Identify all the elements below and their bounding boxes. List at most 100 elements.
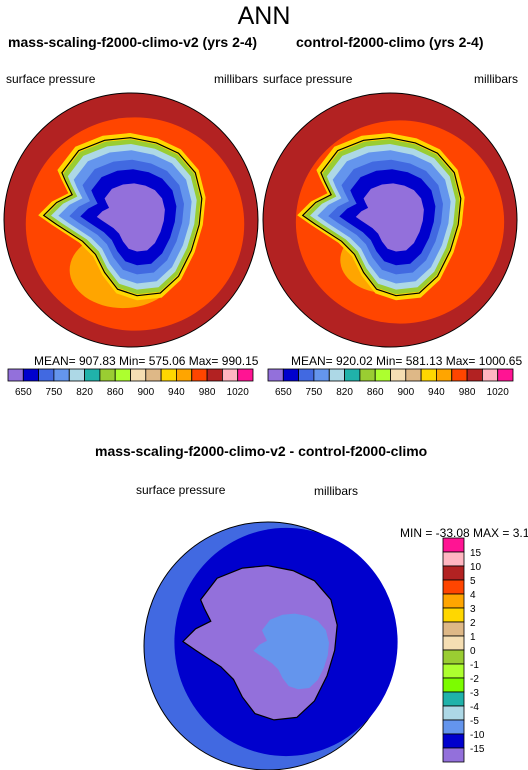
colorbar2-swatch: [298, 368, 315, 382]
colorbar2-swatch: [481, 368, 499, 382]
colorbar2-tick-label: 820: [336, 387, 353, 398]
colorbar3-tick-label: -10: [470, 730, 485, 741]
colorbar1-swatch: [237, 368, 254, 382]
coastline: [42, 137, 203, 297]
pressure-contour-6: [96, 183, 165, 252]
colorbar3-swatch: [442, 593, 465, 609]
colorbar1-swatch: [38, 368, 55, 382]
colorbar1-swatch: [22, 368, 39, 382]
colorbar3-tick-label: -1: [470, 660, 479, 671]
colorbar2-tick-label: 980: [459, 387, 476, 398]
colorbar1-tick-label: 860: [107, 387, 124, 398]
colorbar2-swatch: [328, 368, 345, 382]
colorbar2-swatch: [405, 368, 422, 382]
map-panel2: [262, 92, 518, 348]
colorbar1-swatch: [7, 368, 24, 382]
colorbar3-swatch: [442, 719, 465, 735]
colorbar3-swatch: [442, 537, 465, 553]
colorbar3-swatch: [442, 691, 465, 707]
colorbar2-swatch: [374, 368, 391, 382]
colorbar2-tick-label: 940: [428, 387, 445, 398]
diff-land-interior: [253, 613, 329, 690]
map-panel3: [143, 521, 398, 770]
colorbar2-swatch: [390, 368, 407, 382]
colorbar3-swatch: [442, 677, 465, 693]
colorbar2-swatch: [451, 368, 468, 382]
colorbar2-tick-label: 650: [275, 387, 292, 398]
colorbar3-swatch: [442, 705, 465, 721]
panel1-units-label: millibars: [214, 72, 259, 86]
colorbar1-tick-label: 820: [76, 387, 93, 398]
colorbar3-tick-label: 4: [470, 590, 476, 601]
colorbar3-swatch: [442, 621, 465, 637]
colorbar2-swatch: [420, 368, 437, 382]
colorbar1-swatch: [145, 368, 162, 382]
colorbar1-swatch: [68, 368, 86, 382]
colorbar3-tick-label: -15: [470, 744, 485, 755]
colorbar2-swatch: [435, 368, 453, 382]
panel1-title: mass-scaling-f2000-climo-v2 (yrs 2-4): [8, 34, 257, 50]
colorbar1: 650 750 820 860 900 940 980 1020: [7, 368, 254, 398]
panel2-units-label: millibars: [474, 72, 519, 86]
colorbar1-tick-label: 980: [199, 387, 216, 398]
colorbar1-swatch: [160, 368, 177, 382]
colorbar3-tick-label: 10: [470, 562, 482, 573]
colorbar2-tick-label: 860: [367, 387, 384, 398]
colorbar2: 650 750 820 860 900 940 980 1020: [267, 368, 514, 398]
pressure-contour-6: [355, 183, 424, 252]
colorbar3-swatch: [442, 733, 465, 749]
colorbar3-tick-label: 15: [470, 548, 482, 559]
panel2-title: control-f2000-climo (yrs 2-4): [296, 34, 484, 50]
colorbar2-swatch: [282, 368, 299, 382]
panel3-variable-label: surface pressure: [136, 483, 226, 497]
colorbar1-tick-label: 650: [15, 387, 32, 398]
colorbar1-swatch: [99, 368, 116, 382]
colorbar3-swatch: [442, 551, 465, 567]
colorbar3-tick-label: 3: [470, 604, 476, 615]
panel3-stats: MIN = -33.08 MAX = 3.17: [400, 526, 528, 540]
colorbar1-tick-label: 940: [168, 387, 185, 398]
colorbar1-swatch: [175, 368, 193, 382]
colorbar1-swatch: [206, 368, 223, 382]
panel3-title: mass-scaling-f2000-climo-v2 - control-f2…: [95, 443, 428, 459]
colorbar3-tick-label: 0: [470, 646, 476, 657]
coastline: [181, 564, 338, 721]
colorbar3-tick-label: -4: [470, 702, 479, 713]
panel2-stats: MEAN= 920.02 Min= 581.13 Max= 1000.65: [291, 354, 523, 368]
colorbar2-tick-label: 900: [397, 387, 414, 398]
colorbar3-swatch: [442, 747, 465, 763]
colorbar3-swatch: [442, 649, 465, 665]
colorbar1-swatch: [84, 368, 101, 382]
colorbar1-tick-label: 750: [46, 387, 63, 398]
colorbar2-swatch: [466, 368, 483, 382]
coastline: [301, 137, 462, 297]
colorbar2-swatch: [313, 368, 330, 382]
colorbar2-swatch: [359, 368, 376, 382]
colorbar1-tick-label: 1020: [227, 387, 250, 398]
panel1-variable-label: surface pressure: [6, 72, 96, 86]
colorbar2-swatch: [267, 368, 284, 382]
colorbar1-swatch: [191, 368, 208, 382]
colorbar2-swatch: [497, 368, 514, 382]
colorbar1-swatch: [114, 368, 131, 382]
colorbar3-swatch: [442, 565, 465, 581]
colorbar3-swatch: [442, 607, 465, 623]
colorbar3-tick-label: 1: [470, 632, 476, 643]
colorbar1-tick-label: 900: [137, 387, 154, 398]
panel1-stats: MEAN= 907.83 Min= 575.06 Max= 990.15: [34, 354, 259, 368]
page-title: ANN: [237, 2, 291, 30]
colorbar3-tick-label: -2: [470, 674, 479, 685]
colorbar3-swatch: [442, 663, 465, 679]
colorbar2-swatch: [344, 368, 361, 382]
colorbar1-swatch: [130, 368, 147, 382]
colorbar2-tick-label: 1020: [487, 387, 510, 398]
colorbar1-swatch: [53, 368, 70, 382]
colorbar1-swatch: [221, 368, 239, 382]
colorbar3-swatch: [442, 635, 465, 651]
colorbar2-tick-label: 750: [306, 387, 323, 398]
colorbar3-tick-label: -5: [470, 716, 479, 727]
colorbar3-swatch: [442, 579, 465, 595]
colorbar3-tick-label: 2: [470, 618, 476, 629]
